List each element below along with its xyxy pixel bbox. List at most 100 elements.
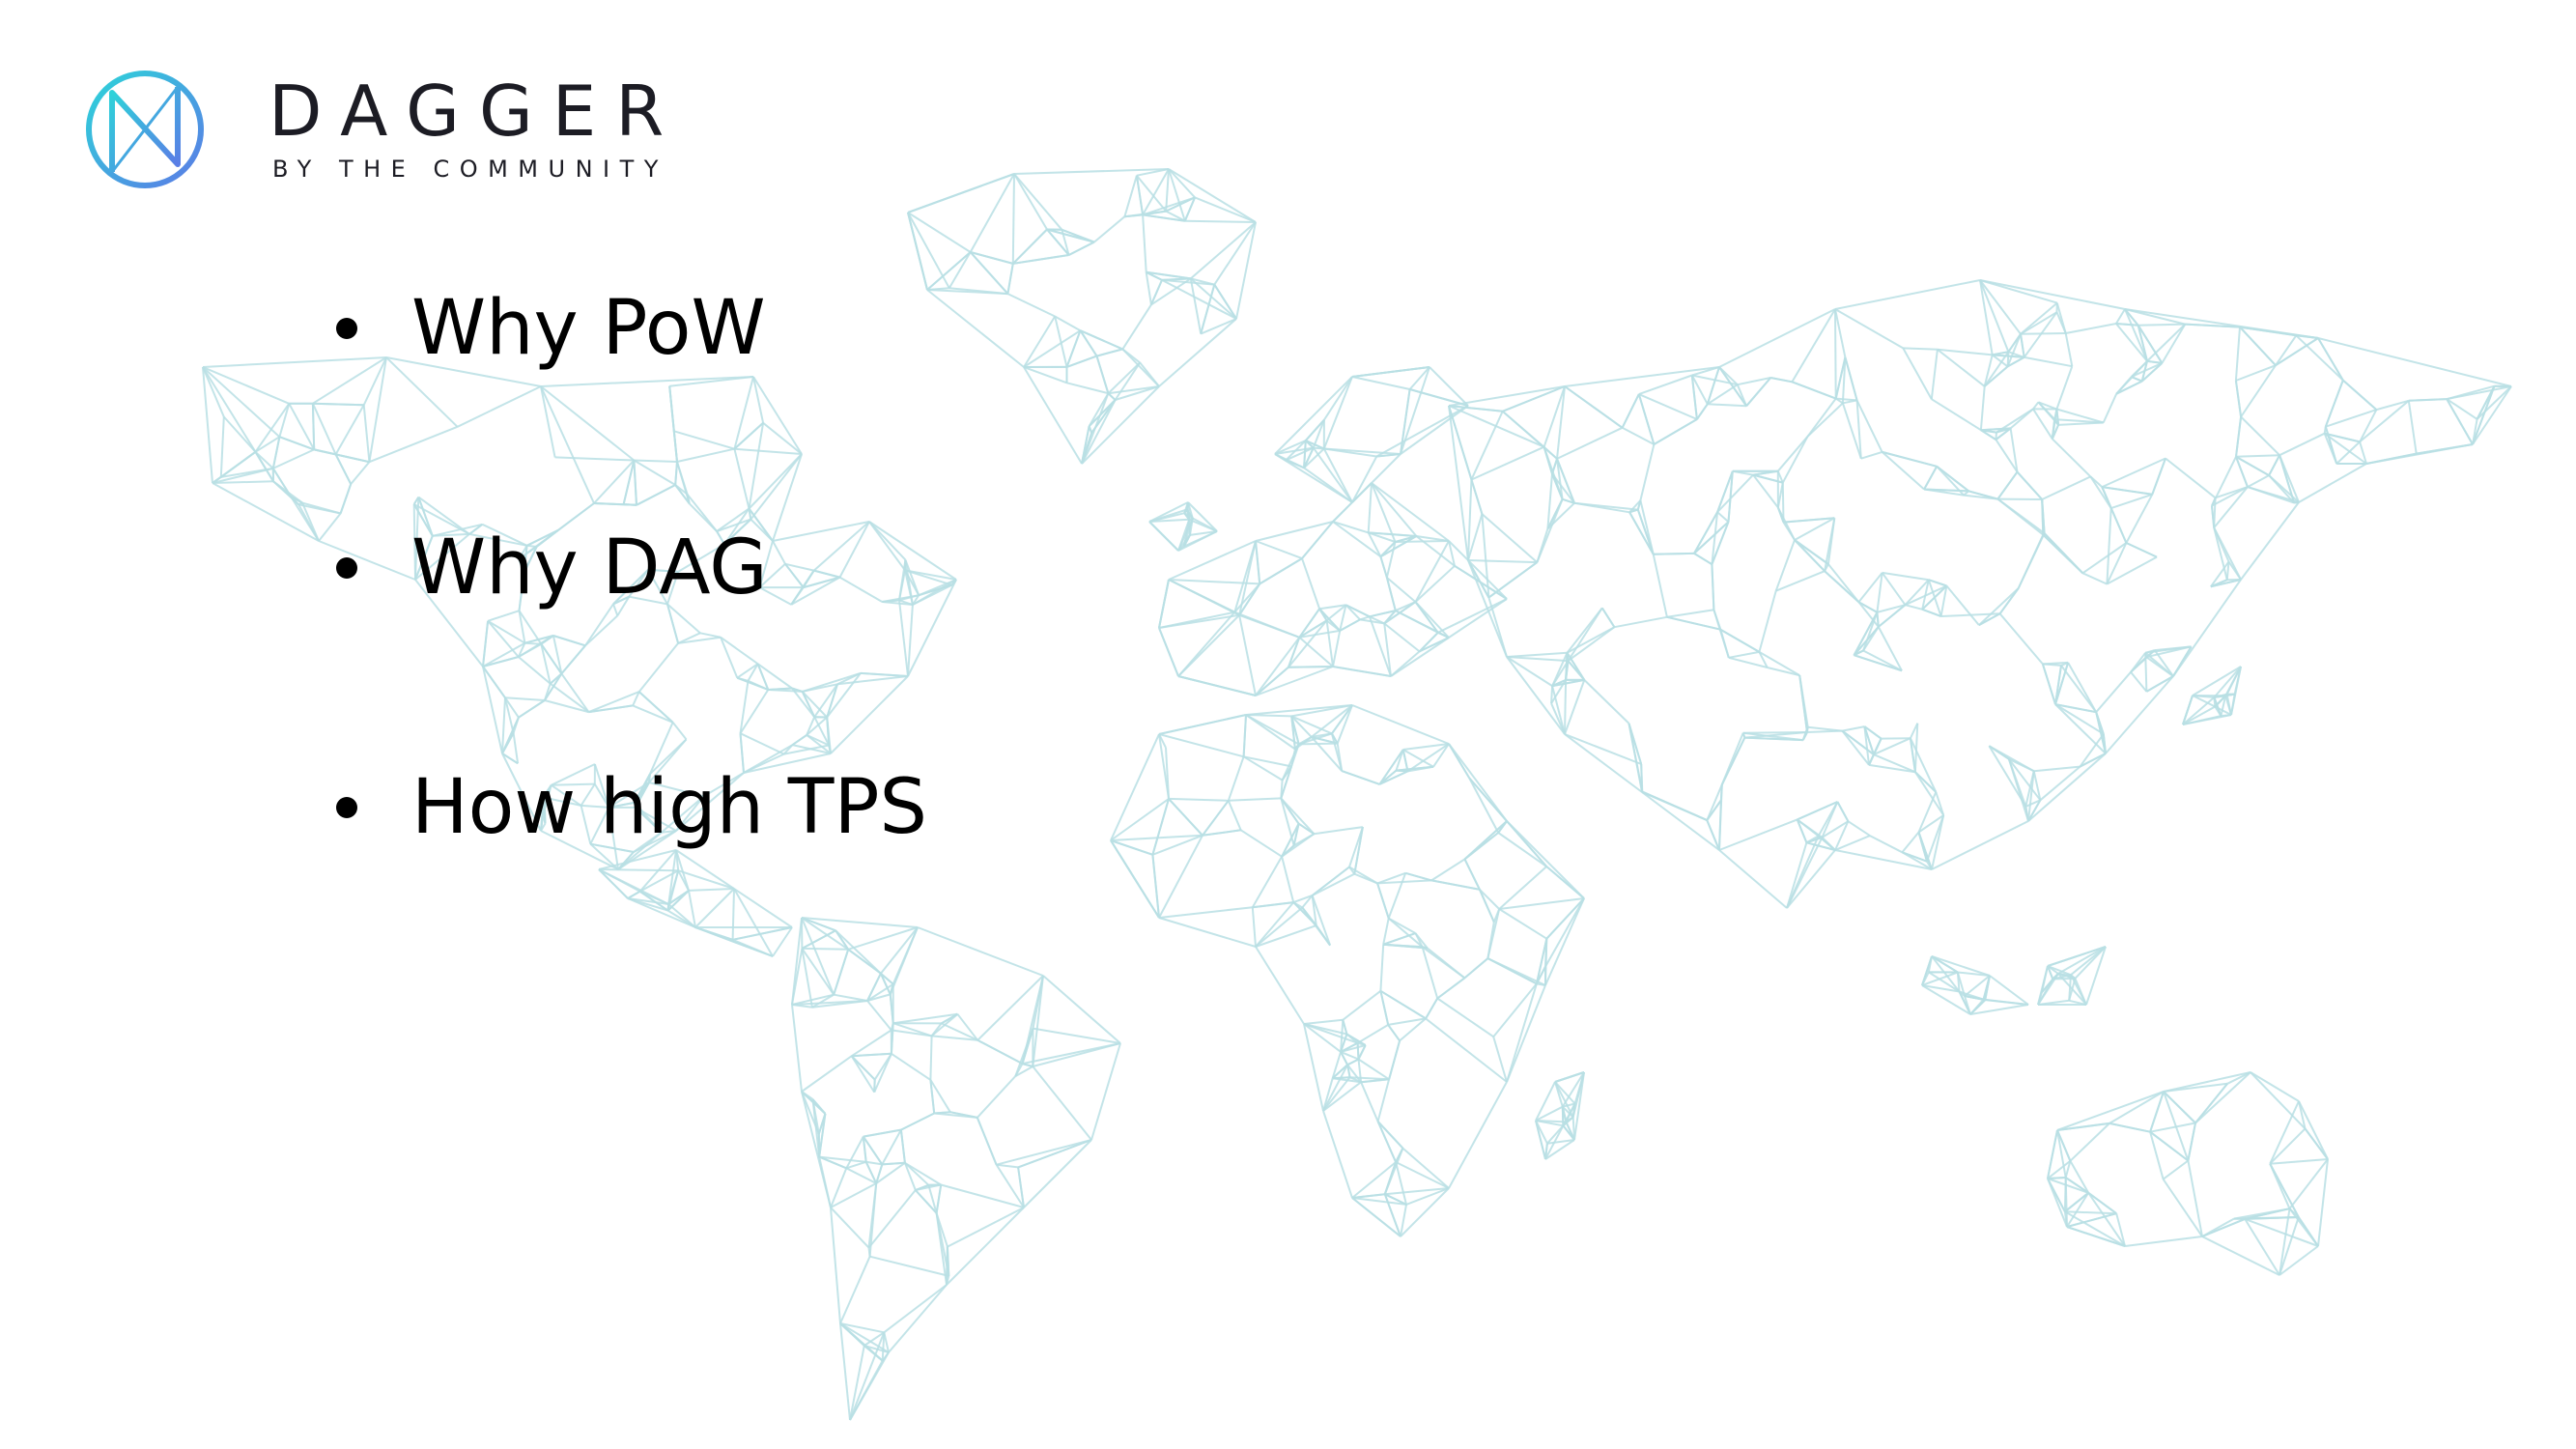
- map-mesh-line: [1842, 725, 1865, 732]
- map-mesh-line: [1376, 1121, 1398, 1163]
- map-mesh-line: [1395, 535, 1417, 543]
- map-mesh-line: [2317, 337, 2512, 387]
- map-mesh-line: [1385, 541, 1397, 579]
- map-mesh-line: [2065, 1177, 2089, 1194]
- map-mesh-line: [1188, 519, 1191, 535]
- map-mesh-line: [1238, 613, 1300, 639]
- map-mesh-line: [1543, 446, 1553, 474]
- map-mesh-line: [1202, 829, 1241, 837]
- map-mesh-line: [1980, 427, 2011, 432]
- map-mesh-line: [1151, 854, 1160, 919]
- map-mesh-line: [1142, 214, 1147, 272]
- map-mesh-line: [1546, 1124, 1565, 1145]
- map-mesh-line: [1274, 453, 1287, 462]
- map-mesh-line: [1110, 798, 1170, 841]
- map-mesh-line: [2047, 965, 2054, 980]
- map-mesh-line: [2269, 1100, 2300, 1165]
- map-mesh-line: [1564, 679, 1586, 735]
- map-mesh-line: [2106, 542, 2128, 585]
- map-mesh-line: [1079, 329, 1098, 357]
- map-mesh-line: [1294, 743, 1300, 751]
- map-mesh-line: [1158, 733, 1167, 749]
- map-mesh-line: [1066, 382, 1109, 395]
- map-mesh-line: [845, 1160, 867, 1170]
- map-mesh-line: [1054, 315, 1081, 332]
- map-mesh-line: [1298, 608, 1320, 639]
- map-mesh-line: [2020, 311, 2058, 335]
- map-mesh-line: [811, 1098, 827, 1115]
- map-mesh-line: [1806, 729, 1843, 733]
- map-mesh-line: [2053, 409, 2058, 420]
- map-mesh-line: [271, 437, 281, 469]
- map-mesh-line: [271, 468, 292, 497]
- map-mesh-line: [839, 1322, 851, 1421]
- map-mesh-line: [1797, 801, 1838, 821]
- map-mesh-line: [1110, 839, 1153, 856]
- map-mesh-line: [1388, 1040, 1401, 1080]
- map-mesh-line: [1565, 1103, 1576, 1122]
- map-mesh-line: [2032, 408, 2053, 440]
- map-mesh-line: [1228, 797, 1282, 802]
- map-mesh-line: [818, 1155, 847, 1170]
- map-mesh-line: [2074, 946, 2107, 980]
- map-mesh-line: [1437, 631, 1450, 639]
- map-mesh-line: [1711, 521, 1730, 565]
- map-mesh-line: [1346, 1064, 1362, 1083]
- map-mesh-line: [946, 1275, 950, 1286]
- map-mesh-line: [2447, 385, 2512, 401]
- map-mesh-line: [1408, 366, 1430, 390]
- map-mesh-line: [2056, 1129, 2067, 1179]
- bullet-dot-icon: [336, 318, 357, 339]
- map-mesh-line: [1713, 610, 1730, 659]
- map-mesh-line: [1666, 615, 1721, 631]
- map-mesh-line: [1177, 519, 1191, 552]
- map-mesh-line: [1183, 197, 1197, 222]
- map-mesh-line: [1834, 820, 1850, 851]
- map-mesh-line: [2007, 356, 2025, 368]
- map-mesh-line: [2194, 1083, 2228, 1124]
- map-mesh-line: [202, 366, 281, 438]
- map-mesh-line: [867, 1189, 917, 1249]
- map-mesh-line: [1390, 637, 1450, 677]
- map-mesh-line: [212, 480, 274, 484]
- map-mesh-line: [212, 450, 257, 484]
- map-mesh-line: [1628, 723, 1643, 765]
- map-mesh-line: [1081, 399, 1117, 465]
- map-mesh-line: [2141, 362, 2164, 383]
- map-mesh-line: [851, 1029, 892, 1058]
- map-mesh-line: [1982, 975, 1991, 1000]
- map-mesh-line: [1388, 917, 1416, 934]
- map-mesh-line: [2115, 1212, 2126, 1247]
- map-mesh-line: [1996, 471, 2019, 500]
- map-mesh-line: [1351, 366, 1430, 378]
- map-mesh-line: [1543, 446, 1564, 500]
- map-mesh-line: [1187, 501, 1218, 532]
- map-mesh-line: [2006, 352, 2010, 367]
- map-mesh-line: [2293, 501, 2300, 504]
- map-mesh-line: [2037, 965, 2049, 1006]
- map-mesh-line: [1628, 511, 1655, 555]
- map-mesh-line: [1562, 1121, 1568, 1126]
- map-mesh-line: [1693, 553, 1713, 566]
- map-mesh-line: [1351, 1197, 1401, 1237]
- map-mesh-line: [1931, 955, 1991, 977]
- map-mesh-line: [1564, 733, 1643, 793]
- map-mesh-line: [2365, 452, 2417, 465]
- map-mesh-line: [2214, 705, 2232, 716]
- map-mesh-line: [2239, 326, 2297, 337]
- map-mesh-line: [1535, 938, 1548, 984]
- map-mesh-line: [2140, 360, 2148, 382]
- map-mesh-line: [1032, 975, 1044, 1029]
- map-mesh-line: [2027, 771, 2035, 822]
- map-mesh-line: [1996, 427, 2011, 434]
- map-mesh-line: [2472, 385, 2496, 445]
- map-mesh-line: [1741, 732, 1746, 738]
- map-mesh-line: [1292, 901, 1317, 926]
- map-mesh-line: [1177, 675, 1257, 696]
- map-mesh-line: [1636, 509, 1655, 555]
- map-mesh-line: [202, 366, 213, 484]
- map-mesh-line: [1931, 398, 1982, 432]
- map-mesh-line: [2124, 308, 2139, 327]
- map-mesh-line: [1414, 601, 1439, 634]
- map-mesh-line: [1357, 1041, 1366, 1046]
